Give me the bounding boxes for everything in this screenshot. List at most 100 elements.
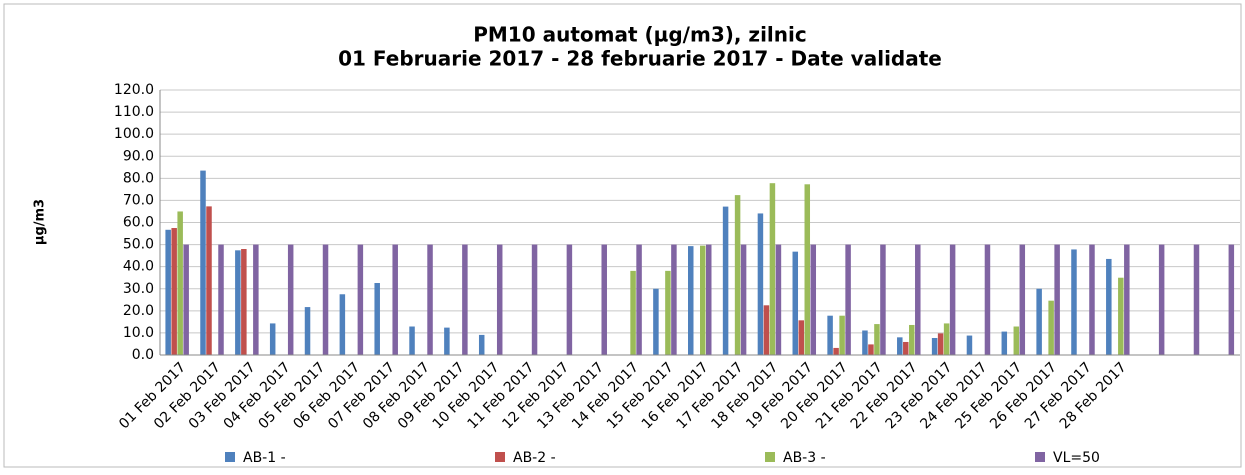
bar — [1228, 244, 1235, 355]
bar — [287, 244, 294, 355]
bar — [374, 283, 380, 355]
bar — [206, 206, 212, 355]
legend-swatch — [1035, 452, 1045, 462]
bar — [241, 249, 247, 355]
y-tick-label: 40.0 — [123, 259, 154, 275]
y-tick-label: 30.0 — [123, 281, 154, 297]
bar — [671, 244, 677, 355]
y-tick-label: 110.0 — [114, 104, 154, 120]
bar — [1036, 288, 1042, 355]
bar — [1019, 244, 1026, 355]
bar — [839, 315, 845, 355]
bar — [798, 320, 805, 355]
bar — [304, 307, 311, 355]
bar — [903, 341, 909, 355]
bar — [931, 337, 938, 355]
bar — [792, 251, 799, 355]
bar — [409, 326, 415, 355]
bar — [915, 244, 921, 355]
bar — [1013, 326, 1020, 355]
bar — [984, 244, 991, 355]
bar — [478, 334, 485, 355]
bar — [706, 244, 712, 355]
bar — [392, 244, 398, 355]
y-tick-label: 100.0 — [114, 126, 154, 142]
bar — [700, 245, 706, 355]
bar — [909, 324, 915, 355]
bar — [868, 344, 874, 355]
y-tick-label: 90.0 — [123, 148, 154, 164]
bar — [949, 244, 956, 355]
bar — [165, 229, 171, 355]
bar — [357, 244, 364, 355]
bar — [1124, 244, 1130, 355]
bar — [496, 244, 503, 355]
bar — [897, 337, 903, 355]
bar — [1158, 244, 1165, 355]
bar — [531, 244, 538, 355]
bar — [171, 228, 177, 355]
bar — [200, 170, 206, 355]
bar — [653, 288, 659, 355]
bar — [1071, 249, 1077, 355]
legend-label: AB-1 - — [243, 450, 286, 466]
legend-label: AB-3 - — [783, 450, 826, 466]
bar — [966, 335, 973, 355]
bar — [427, 244, 433, 355]
y-tick-label: 80.0 — [123, 170, 154, 186]
chart-title: PM10 automat (µg/m3), zilnic — [473, 23, 807, 47]
bar — [943, 323, 950, 355]
bar — [665, 270, 671, 355]
y-tick-label: 60.0 — [123, 215, 154, 231]
bar — [804, 184, 811, 355]
bar — [322, 244, 329, 355]
bar — [462, 244, 468, 355]
bar — [636, 244, 642, 355]
bar — [1054, 244, 1060, 355]
bar — [757, 213, 764, 355]
legend-label: VL=50 — [1053, 450, 1100, 466]
y-tick-label: 120.0 — [114, 82, 154, 98]
bar — [827, 315, 833, 355]
bar — [235, 250, 241, 355]
bar — [722, 206, 729, 355]
bar — [253, 244, 259, 355]
bar — [734, 195, 741, 355]
bar — [688, 246, 694, 355]
y-axis-label: µg/m3 — [33, 199, 48, 245]
bar — [269, 323, 276, 355]
bar — [218, 244, 224, 355]
bar — [880, 244, 886, 355]
bar — [937, 333, 944, 355]
y-tick-label: 10.0 — [123, 325, 154, 341]
bar — [1193, 244, 1200, 355]
bar — [833, 347, 839, 355]
bar — [763, 305, 770, 355]
y-tick-label: 20.0 — [123, 303, 154, 319]
y-tick-label: 70.0 — [123, 192, 154, 208]
bar — [339, 294, 346, 355]
legend-swatch — [225, 452, 235, 462]
legend-swatch — [495, 452, 505, 462]
legend-swatch — [765, 452, 775, 462]
bar — [1048, 300, 1054, 355]
bar — [845, 244, 851, 355]
y-tick-label: 0.0 — [132, 347, 154, 363]
bar — [775, 244, 782, 355]
bar — [810, 244, 817, 355]
bar — [740, 244, 747, 355]
bar — [769, 183, 776, 355]
bar — [862, 330, 868, 355]
legend-label: AB-2 - — [513, 450, 556, 466]
bar — [566, 244, 573, 355]
y-tick-label: 50.0 — [123, 237, 154, 253]
bar — [444, 327, 450, 355]
bar — [601, 244, 607, 355]
bar — [1089, 244, 1095, 355]
bar — [1106, 258, 1112, 355]
bar — [183, 244, 189, 355]
bar — [1118, 277, 1124, 355]
bar — [630, 270, 636, 355]
bar — [874, 324, 880, 355]
